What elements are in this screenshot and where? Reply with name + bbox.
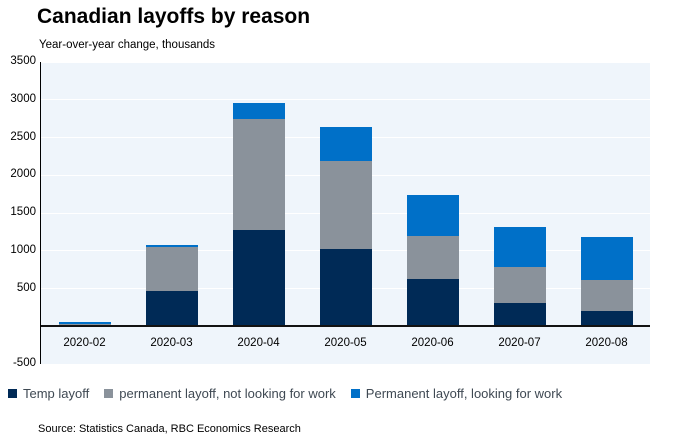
y-axis-line bbox=[40, 62, 41, 364]
x-tick-label: 2020-04 bbox=[237, 337, 280, 349]
x-tick-label: 2020-08 bbox=[585, 337, 628, 349]
gridline bbox=[41, 99, 650, 101]
legend-swatch-icon bbox=[104, 389, 114, 398]
y-tick-label: 1500 bbox=[10, 206, 36, 218]
bar-segment bbox=[232, 230, 285, 327]
x-tick-label: 2020-02 bbox=[63, 337, 106, 349]
y-tick-label: 1000 bbox=[10, 243, 36, 256]
source-note: Source: Statistics Canada, RBC Economics… bbox=[38, 423, 301, 435]
page-title: Canadian layoffs by reason bbox=[37, 5, 311, 28]
bar-segment bbox=[319, 248, 372, 327]
bar-segment bbox=[145, 244, 198, 247]
chart-legend: Temp layoff permanent layoff, not looking… bbox=[8, 386, 672, 401]
legend-label: Permanent layoff, looking for work bbox=[365, 386, 563, 401]
bar-segment bbox=[493, 227, 546, 268]
legend-item: Temp layoff bbox=[8, 386, 89, 401]
bar-segment bbox=[493, 267, 546, 303]
legend-item: permanent layoff, not looking for work bbox=[104, 386, 336, 401]
bar-segment bbox=[145, 291, 198, 327]
bar-segment bbox=[319, 161, 372, 249]
chart-subtitle: Year-over-year change, thousands bbox=[39, 39, 216, 51]
bar-segment bbox=[319, 126, 372, 162]
y-tick-label: 2000 bbox=[10, 168, 36, 181]
bar-segment bbox=[493, 302, 546, 327]
y-tick-label: 3500 bbox=[10, 55, 36, 67]
bar-segment bbox=[406, 194, 459, 236]
x-tick-label: 2020-05 bbox=[324, 337, 367, 349]
bar-segment bbox=[580, 311, 633, 327]
bar-segment bbox=[58, 321, 111, 324]
legend-swatch-icon bbox=[8, 389, 17, 398]
x-tick-label: 2020-07 bbox=[498, 337, 541, 349]
y-tick-label: 3000 bbox=[10, 92, 36, 105]
zero-baseline bbox=[41, 325, 650, 328]
bar-segment bbox=[580, 279, 633, 312]
x-tick-label: 2020-03 bbox=[150, 337, 193, 349]
legend-swatch-icon bbox=[350, 389, 360, 398]
bar-segment bbox=[406, 235, 459, 279]
bar-segment bbox=[145, 247, 198, 292]
legend-label: permanent layoff, not looking for work bbox=[119, 386, 336, 401]
gridline bbox=[41, 61, 650, 63]
y-tick-label: -500 bbox=[12, 357, 36, 369]
bar-segment bbox=[580, 237, 633, 280]
bar-segment bbox=[232, 102, 285, 120]
gridline bbox=[41, 363, 650, 365]
y-tick-label: 2500 bbox=[10, 130, 36, 143]
y-tick-label: 500 bbox=[16, 281, 36, 294]
bar-segment bbox=[406, 278, 459, 327]
x-tick-label: 2020-06 bbox=[411, 337, 454, 349]
bar-segment bbox=[232, 119, 285, 231]
legend-item: Permanent layoff, looking for work bbox=[350, 386, 563, 401]
legend-label: Temp layoff bbox=[23, 386, 90, 401]
plot-area bbox=[41, 61, 650, 365]
